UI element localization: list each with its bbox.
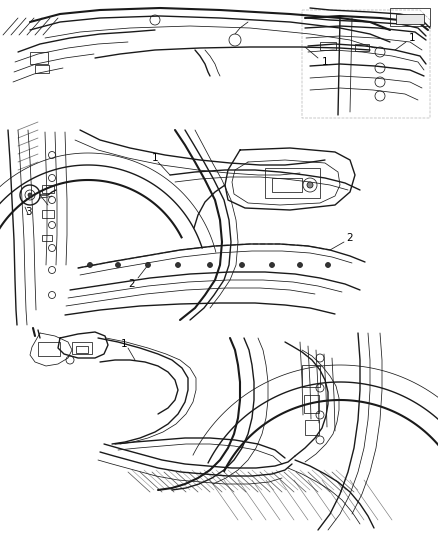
Circle shape: [28, 193, 32, 197]
Bar: [390, 8, 430, 26]
Text: 2: 2: [129, 279, 135, 289]
Bar: [320, 42, 336, 50]
Bar: [302, 365, 320, 387]
Bar: [76, 346, 88, 353]
Bar: [272, 178, 302, 192]
Bar: [38, 342, 60, 356]
Circle shape: [88, 262, 92, 268]
Circle shape: [240, 262, 244, 268]
Text: 2: 2: [347, 233, 353, 243]
Text: 1: 1: [321, 57, 328, 67]
Text: 1: 1: [121, 339, 127, 349]
Bar: [265, 168, 320, 198]
Bar: [305, 420, 319, 435]
Text: 1: 1: [152, 153, 158, 163]
Circle shape: [208, 262, 212, 268]
Bar: [355, 44, 369, 51]
Circle shape: [297, 262, 303, 268]
Circle shape: [307, 182, 313, 188]
Bar: [42, 185, 54, 193]
Text: 3: 3: [25, 207, 31, 217]
Bar: [42, 210, 54, 218]
Bar: [396, 14, 424, 24]
Circle shape: [269, 262, 275, 268]
Bar: [72, 342, 92, 354]
Bar: [30, 52, 48, 64]
Circle shape: [116, 262, 120, 268]
Bar: [304, 395, 319, 413]
Text: 1: 1: [409, 33, 415, 43]
Bar: [35, 65, 49, 73]
Circle shape: [176, 262, 180, 268]
Bar: [42, 235, 52, 241]
Circle shape: [145, 262, 151, 268]
Circle shape: [325, 262, 331, 268]
